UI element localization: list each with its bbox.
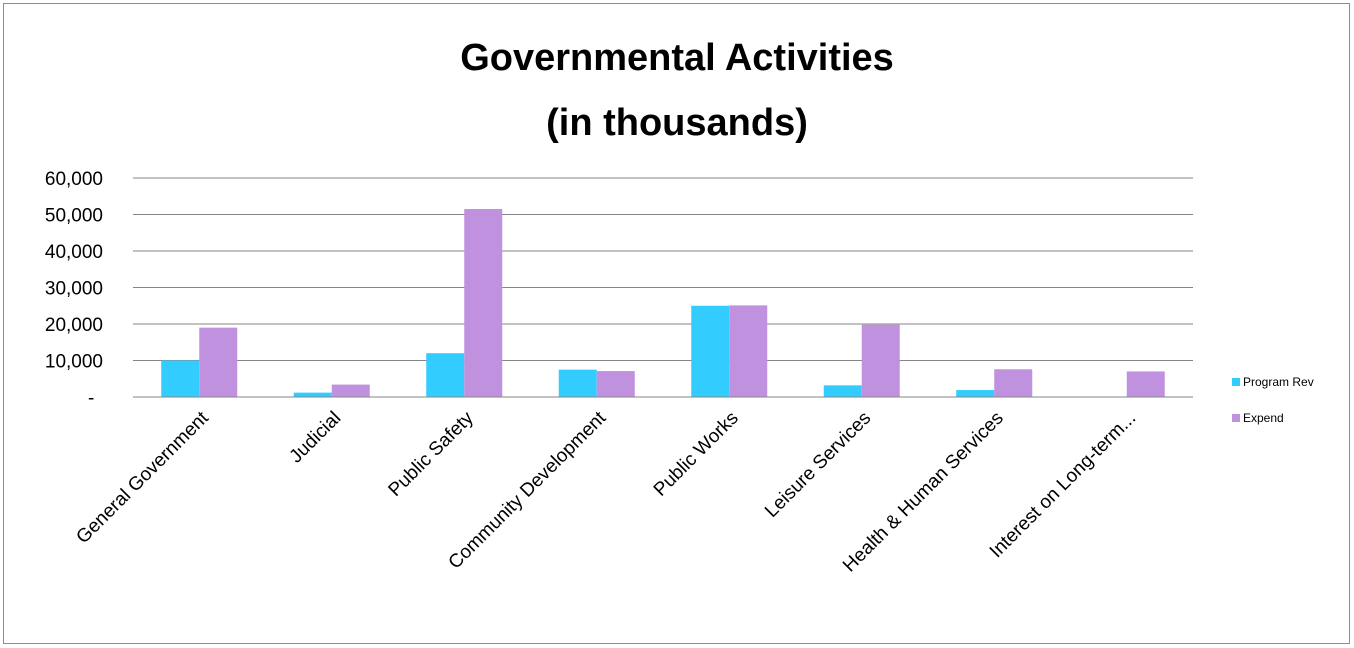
bar bbox=[161, 360, 200, 397]
legend-label: Program Rev bbox=[1243, 375, 1314, 389]
y-tick-label: 40,000 bbox=[45, 242, 103, 263]
bar bbox=[823, 385, 862, 397]
x-category-label: Public Works bbox=[650, 408, 743, 501]
bar bbox=[994, 369, 1033, 397]
x-category-label: Leisure Services bbox=[761, 408, 875, 522]
bar bbox=[199, 327, 238, 397]
bar bbox=[729, 305, 768, 397]
x-category-label: General Government bbox=[72, 407, 213, 548]
x-category-label: Interest on Long-term... bbox=[986, 408, 1141, 563]
bar bbox=[861, 324, 900, 397]
bar bbox=[596, 371, 635, 397]
chart-title-line-1: Governmental Activities bbox=[460, 37, 894, 79]
x-category-label: Judicial bbox=[286, 408, 346, 468]
bar bbox=[293, 392, 332, 397]
bar bbox=[1126, 371, 1165, 397]
bar bbox=[426, 353, 465, 397]
y-tick-label: 10,000 bbox=[45, 352, 103, 373]
legend-swatch bbox=[1232, 378, 1240, 386]
bar bbox=[331, 384, 370, 397]
y-tick-label: - bbox=[88, 388, 94, 409]
bar bbox=[956, 390, 995, 397]
bar bbox=[464, 209, 503, 397]
x-category-label: Public Safety bbox=[385, 407, 479, 501]
x-category-label: Community Development bbox=[445, 407, 611, 573]
y-tick-label: 20,000 bbox=[45, 315, 103, 336]
bar bbox=[691, 305, 730, 397]
bar bbox=[558, 369, 597, 397]
legend-swatch bbox=[1232, 414, 1240, 422]
y-tick-label: 50,000 bbox=[45, 206, 103, 227]
y-tick-label: 60,000 bbox=[45, 169, 103, 190]
y-tick-label: 30,000 bbox=[45, 279, 103, 300]
chart-title-line-2: (in thousands) bbox=[546, 102, 808, 144]
legend-label: Expend bbox=[1243, 411, 1284, 425]
